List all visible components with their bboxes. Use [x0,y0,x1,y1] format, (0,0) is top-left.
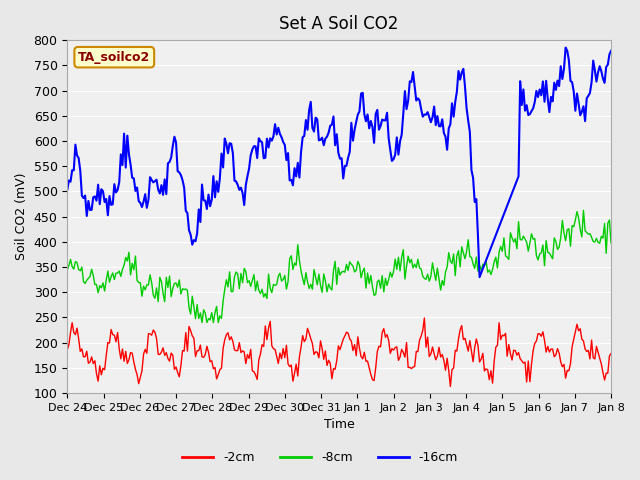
Title: Set A Soil CO2: Set A Soil CO2 [280,15,399,33]
Y-axis label: Soil CO2 (mV): Soil CO2 (mV) [15,173,28,260]
Legend: -2cm, -8cm, -16cm: -2cm, -8cm, -16cm [177,446,463,469]
Text: TA_soilco2: TA_soilco2 [78,51,150,64]
X-axis label: Time: Time [324,419,355,432]
